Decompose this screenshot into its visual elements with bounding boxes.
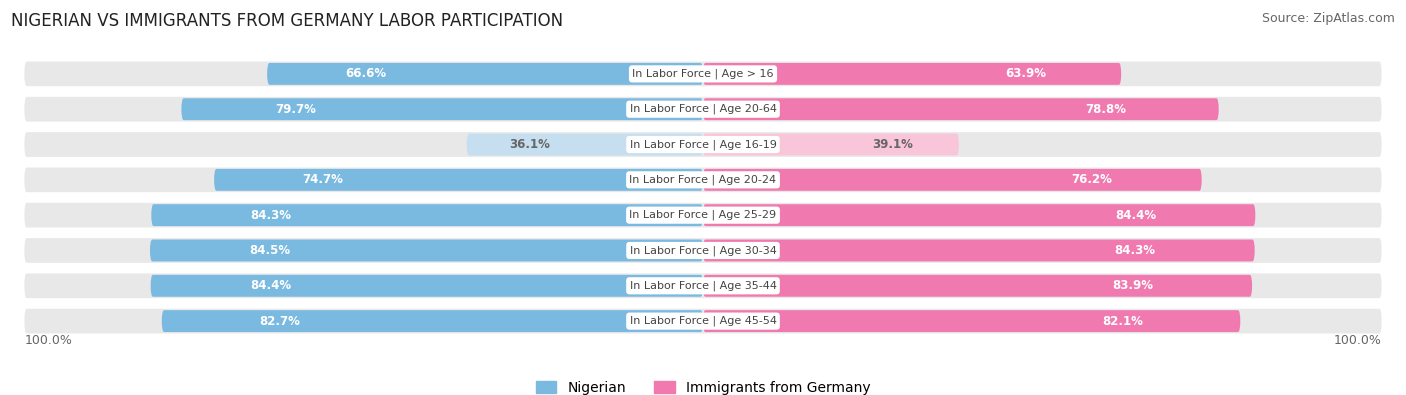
FancyBboxPatch shape [703, 169, 1202, 191]
Text: 82.1%: 82.1% [1102, 314, 1143, 327]
FancyBboxPatch shape [703, 204, 1256, 226]
FancyBboxPatch shape [150, 275, 703, 297]
FancyBboxPatch shape [24, 309, 1382, 333]
Text: 82.7%: 82.7% [259, 314, 299, 327]
FancyBboxPatch shape [24, 62, 1382, 86]
Text: In Labor Force | Age 25-29: In Labor Force | Age 25-29 [630, 210, 776, 220]
Text: In Labor Force | Age 20-24: In Labor Force | Age 20-24 [630, 175, 776, 185]
Text: 100.0%: 100.0% [24, 333, 72, 346]
Legend: Nigerian, Immigrants from Germany: Nigerian, Immigrants from Germany [536, 381, 870, 395]
Text: In Labor Force | Age 16-19: In Labor Force | Age 16-19 [630, 139, 776, 150]
Text: 84.4%: 84.4% [1115, 209, 1156, 222]
Text: In Labor Force | Age 30-34: In Labor Force | Age 30-34 [630, 245, 776, 256]
FancyBboxPatch shape [24, 132, 1382, 157]
Text: 66.6%: 66.6% [346, 68, 387, 81]
FancyBboxPatch shape [467, 134, 703, 156]
FancyBboxPatch shape [703, 239, 1254, 261]
Text: 83.9%: 83.9% [1112, 279, 1153, 292]
FancyBboxPatch shape [181, 98, 703, 120]
Text: 74.7%: 74.7% [302, 173, 343, 186]
Text: 84.5%: 84.5% [249, 244, 291, 257]
FancyBboxPatch shape [703, 310, 1240, 332]
FancyBboxPatch shape [150, 239, 703, 261]
FancyBboxPatch shape [24, 238, 1382, 263]
Text: 76.2%: 76.2% [1071, 173, 1112, 186]
Text: 100.0%: 100.0% [1334, 333, 1382, 346]
Text: 84.3%: 84.3% [1115, 244, 1156, 257]
FancyBboxPatch shape [703, 63, 1121, 85]
Text: 84.4%: 84.4% [250, 279, 291, 292]
Text: In Labor Force | Age 45-54: In Labor Force | Age 45-54 [630, 316, 776, 326]
FancyBboxPatch shape [703, 134, 959, 156]
FancyBboxPatch shape [152, 204, 703, 226]
FancyBboxPatch shape [703, 275, 1253, 297]
Text: 79.7%: 79.7% [276, 103, 316, 116]
FancyBboxPatch shape [24, 167, 1382, 192]
Text: 36.1%: 36.1% [509, 138, 550, 151]
FancyBboxPatch shape [24, 273, 1382, 298]
Text: In Labor Force | Age > 16: In Labor Force | Age > 16 [633, 69, 773, 79]
FancyBboxPatch shape [162, 310, 703, 332]
FancyBboxPatch shape [267, 63, 703, 85]
Text: NIGERIAN VS IMMIGRANTS FROM GERMANY LABOR PARTICIPATION: NIGERIAN VS IMMIGRANTS FROM GERMANY LABO… [11, 12, 564, 30]
FancyBboxPatch shape [703, 98, 1219, 120]
Text: In Labor Force | Age 20-64: In Labor Force | Age 20-64 [630, 104, 776, 115]
FancyBboxPatch shape [24, 203, 1382, 228]
FancyBboxPatch shape [214, 169, 703, 191]
Text: In Labor Force | Age 35-44: In Labor Force | Age 35-44 [630, 280, 776, 291]
Text: Source: ZipAtlas.com: Source: ZipAtlas.com [1261, 12, 1395, 25]
Text: 78.8%: 78.8% [1085, 103, 1126, 116]
FancyBboxPatch shape [24, 97, 1382, 122]
Text: 63.9%: 63.9% [1005, 68, 1046, 81]
Text: 84.3%: 84.3% [250, 209, 291, 222]
Text: 39.1%: 39.1% [872, 138, 912, 151]
